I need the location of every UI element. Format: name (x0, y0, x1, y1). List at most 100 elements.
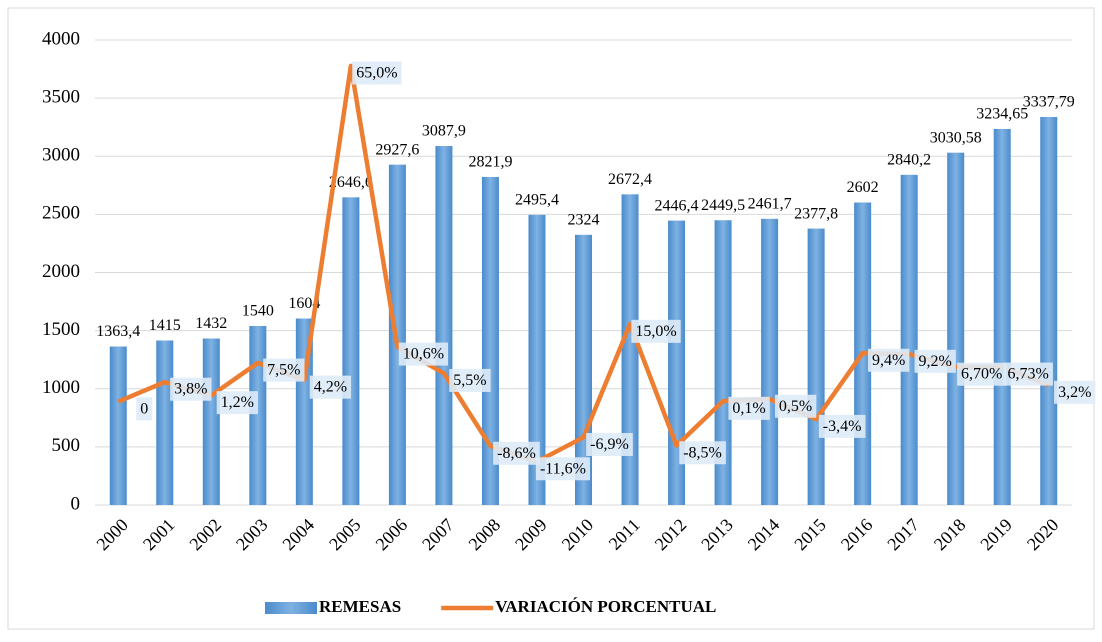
bar (342, 197, 360, 505)
bar (156, 340, 174, 505)
line-value-label-group: 0,5% (774, 394, 817, 418)
bar-value-label: 2840,2 (887, 151, 931, 168)
line-value-label-bg (914, 349, 956, 373)
line-value-label-group: 0,1% (728, 396, 770, 420)
line-value-label-bg (867, 348, 910, 372)
line-value-label-bg (309, 375, 352, 399)
line-value-label-group: -6,9% (586, 432, 633, 456)
line-value-label: -3,4% (823, 418, 862, 435)
line-value-label: 0,5% (779, 398, 812, 415)
line-value-label: 9,2% (919, 353, 952, 370)
bar (109, 346, 127, 505)
bar (947, 152, 965, 505)
bar (1040, 116, 1058, 506)
y-tick-label: 3000 (42, 145, 80, 166)
bar-value-label: 1363,4 (96, 323, 140, 340)
line-value-label: 15,0% (635, 323, 676, 340)
bar-value-label: 3030,58 (930, 129, 982, 146)
y-tick-label: 500 (52, 435, 81, 456)
bar (481, 176, 499, 505)
y-tick-label: 3500 (42, 86, 80, 107)
legend-label: REMESAS (319, 597, 401, 616)
line-value-label-bg (398, 342, 449, 366)
bar-value-label: 2446,4 (655, 197, 699, 214)
line-value-label-group: 0 (136, 397, 153, 421)
bar-value-label: 2602 (847, 179, 879, 196)
line-value-label-group: 6,70% (957, 362, 1007, 386)
line-value-label-bg (586, 432, 633, 456)
line-value-label-group: -8,5% (679, 441, 726, 465)
line-value-label: -8,6% (497, 445, 536, 462)
y-tick-label: 1500 (42, 319, 80, 340)
line-value-label-bg (1003, 362, 1053, 386)
line-value-label-bg (535, 457, 591, 481)
bar-value-label: 1432 (195, 315, 227, 332)
line-value-label-bg (679, 441, 726, 465)
bar-value-label: 1415 (149, 317, 181, 334)
line-value-label-bg (493, 441, 540, 465)
bar (993, 128, 1011, 506)
line-value-label: 6,73% (1008, 366, 1049, 383)
bar-value-label: 2324 (568, 212, 600, 229)
bar (621, 194, 639, 505)
line-value-label-group: -8,6% (493, 441, 540, 465)
bar-value-label: 2461,7 (748, 195, 792, 212)
line-value-label: 4,2% (314, 379, 347, 396)
line-value-label: 6,70% (961, 366, 1002, 383)
bar-value-label: 3234,65 (976, 106, 1028, 123)
bar-value-label: 2672,4 (608, 171, 652, 188)
bar (761, 218, 779, 505)
bar-value-label: 3087,9 (422, 123, 466, 140)
line-value-label: 1,2% (221, 394, 254, 411)
line-value-label-group: 15,0% (631, 319, 681, 343)
line-value-label: 5,5% (453, 372, 486, 389)
line-value-label: -6,9% (590, 436, 629, 453)
line-value-label-bg (631, 319, 681, 343)
line-value-label: 0 (140, 400, 148, 417)
bar (714, 220, 732, 506)
bar-value-label: 2646,6 (329, 174, 373, 191)
line-value-label: -11,6% (540, 460, 586, 477)
bar-value-label: 2821,9 (468, 154, 512, 171)
line-value-label-bg (352, 61, 402, 85)
bar (900, 174, 918, 505)
line-value-label-group: -11,6% (535, 457, 591, 481)
legend-swatch (265, 602, 317, 614)
line-value-label-group: 10,6% (398, 342, 449, 366)
y-tick-label: 1000 (42, 377, 80, 398)
line-value-label: 65,0% (356, 65, 397, 82)
line-value-label: -8,5% (683, 444, 722, 461)
line-value-label-group: 9,4% (867, 348, 910, 372)
line-value-label: 9,4% (872, 352, 905, 369)
line-value-label: 3,2% (1058, 384, 1091, 401)
bar-value-label: 2495,4 (515, 192, 559, 209)
line-value-label-bg (1054, 380, 1096, 404)
line-value-label-group: 7,5% (263, 358, 305, 382)
bar-value-label: 2449,5 (701, 197, 745, 214)
line-value-label: 7,5% (267, 362, 300, 379)
bar-value-label: 1540 (242, 303, 274, 320)
line-value-label-bg (170, 377, 212, 401)
line-value-label-bg (216, 391, 258, 415)
line-value-label-group: 9,2% (914, 349, 956, 373)
line-value-label: 3,8% (174, 381, 207, 398)
bar (435, 146, 453, 506)
line-value-label-group: -3,4% (818, 414, 866, 438)
bar (528, 214, 546, 506)
y-tick-label: 2500 (42, 203, 80, 224)
legend-label: VARIACIÓN PORCENTUAL (495, 597, 716, 616)
line-value-label-bg (957, 362, 1007, 386)
line-value-label-group: 3,8% (170, 377, 212, 401)
line-value-label-bg (136, 397, 153, 421)
bar (249, 325, 267, 505)
line-value-label-group: 5,5% (449, 368, 491, 392)
line-value-label-bg (818, 414, 866, 438)
line-value-label-bg (263, 358, 305, 382)
line-value-label-bg (449, 368, 491, 392)
line-value-label-group: 1,2% (216, 391, 258, 415)
line-value-label-group: 3,2% (1054, 380, 1096, 404)
y-tick-label: 4000 (42, 28, 80, 49)
bar-value-label: 2927,6 (375, 141, 419, 158)
line-value-label: 10,6% (403, 346, 444, 363)
